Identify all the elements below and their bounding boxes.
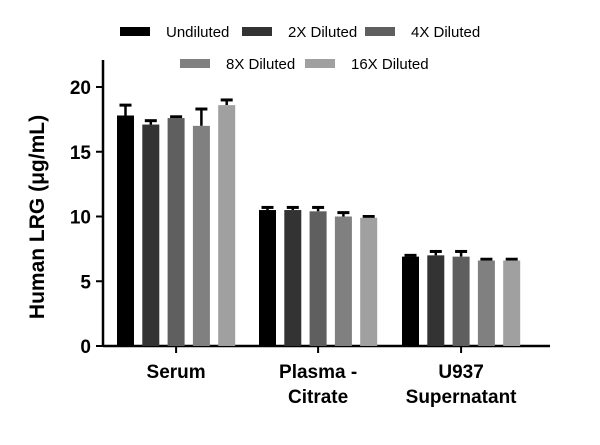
legend-label: 8X Diluted [226, 56, 295, 73]
y-tick-label: 20 [70, 78, 91, 99]
legend-label: 16X Diluted [351, 56, 429, 73]
x-tick-label: Citrate [288, 387, 348, 408]
legend-label: Undiluted [166, 24, 229, 41]
legend-swatch [180, 59, 210, 68]
legend-label: 4X Diluted [411, 24, 480, 41]
bar [452, 256, 470, 346]
bar [309, 211, 327, 346]
bar [503, 260, 521, 346]
bar [117, 115, 134, 347]
bar [284, 210, 302, 346]
bar [167, 118, 185, 346]
x-tick-label: Plasma - [279, 362, 357, 383]
legend-swatch [305, 59, 335, 68]
legend-label: 2X Diluted [288, 24, 357, 41]
legend-swatch [242, 27, 272, 36]
bar [477, 260, 495, 346]
y-tick-label: 5 [80, 272, 91, 293]
bar [334, 216, 352, 346]
bar [427, 255, 445, 346]
bar [192, 125, 210, 346]
x-tick-label: U937 [438, 362, 483, 383]
x-tick-label: Serum [147, 362, 206, 383]
y-tick-label: 15 [70, 143, 92, 164]
x-tick-label: Supernatant [406, 387, 518, 408]
legend-swatch [365, 27, 395, 36]
bar [402, 256, 419, 346]
bar [259, 210, 276, 346]
bar [218, 105, 236, 346]
bar [360, 217, 378, 346]
y-tick-label: 0 [80, 337, 91, 358]
y-axis-label: Human LRG (μg/mL) [26, 115, 49, 319]
y-tick-label: 10 [70, 208, 91, 229]
legend-swatch [120, 27, 150, 36]
bar [142, 124, 160, 347]
